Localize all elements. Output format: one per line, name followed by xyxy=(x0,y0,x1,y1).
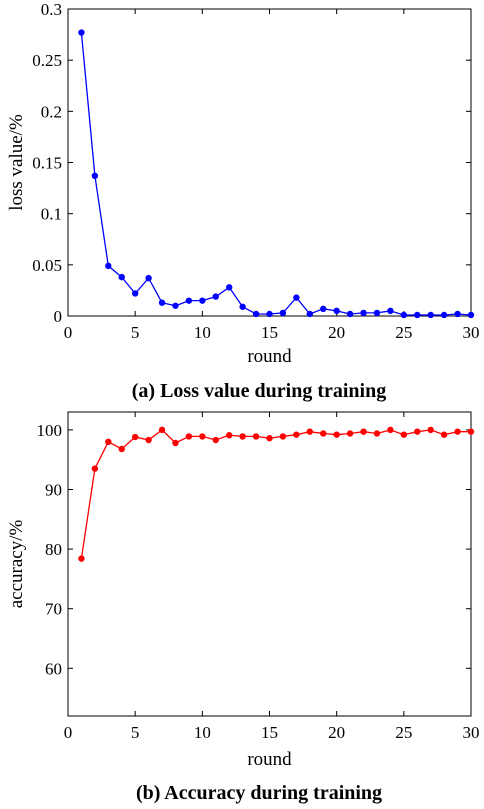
data-point xyxy=(172,302,179,309)
y-tick-label: 60 xyxy=(45,659,62,678)
y-tick-label: 0.2 xyxy=(41,102,62,121)
data-point xyxy=(467,428,475,435)
figure-caption: (a) Loss value during training xyxy=(132,380,386,402)
data-point xyxy=(346,310,354,318)
data-point xyxy=(105,438,112,446)
data-point xyxy=(212,293,219,300)
data-point xyxy=(414,311,421,319)
y-tick-label: 0.3 xyxy=(41,0,62,19)
x-tick-label: 0 xyxy=(64,723,73,742)
series-line xyxy=(80,32,472,316)
plot-area-frame xyxy=(67,411,472,717)
data-point xyxy=(306,428,313,435)
data-point xyxy=(346,430,354,437)
data-point xyxy=(78,29,85,36)
data-point xyxy=(199,433,206,440)
x-tick-label: 30 xyxy=(463,323,480,342)
data-point xyxy=(320,430,327,437)
x-axis-label: round xyxy=(247,749,292,770)
data-point xyxy=(185,433,193,440)
x-tick-label: 5 xyxy=(131,723,140,742)
chart-loss: 0 5 10 15 20 25 30 0 0.05 0.1 0.15 0.2 0.25 0.3 round l… xyxy=(6,0,480,402)
y-tick-label: 70 xyxy=(45,600,62,619)
data-point xyxy=(212,436,219,444)
x-tick-label: 20 xyxy=(328,723,345,742)
y-tick-label: 0 xyxy=(54,307,63,326)
x-tick-label: 20 xyxy=(328,323,345,342)
data-point xyxy=(252,310,260,318)
data-point xyxy=(118,445,125,453)
data-point xyxy=(320,305,327,313)
data-point xyxy=(145,274,152,282)
data-point xyxy=(400,431,408,438)
data-point xyxy=(158,426,166,434)
x-tick-label: 0 xyxy=(64,323,73,342)
data-point xyxy=(373,430,381,437)
data-point xyxy=(172,439,179,447)
data-point xyxy=(226,284,233,291)
data-point xyxy=(454,310,461,318)
series-line xyxy=(80,429,471,559)
data-point xyxy=(118,273,125,281)
data-point xyxy=(333,431,340,438)
x-tick-label: 5 xyxy=(131,323,140,342)
data-point xyxy=(266,310,273,318)
data-point xyxy=(145,436,152,444)
y-tick-label: 0.15 xyxy=(32,154,62,173)
y-axis-label: loss value/% xyxy=(6,114,27,211)
data-point xyxy=(279,309,287,317)
data-point xyxy=(105,262,112,270)
x-tick-label: 10 xyxy=(194,323,211,342)
y-tick-label: 80 xyxy=(45,540,62,559)
chart-accuracy: 0 5 10 15 20 25 30 60 70 80 90 100 round accuracy/% (b… xyxy=(6,411,480,804)
data-point xyxy=(293,294,300,301)
data-point xyxy=(252,433,260,440)
data-point xyxy=(158,299,166,306)
data-point xyxy=(239,303,246,310)
data-point xyxy=(414,428,421,435)
data-point xyxy=(440,311,448,319)
data-point xyxy=(373,309,381,317)
x-tick-label: 30 xyxy=(463,723,480,742)
y-tick-label: 0.25 xyxy=(32,51,62,70)
data-point xyxy=(293,431,300,438)
data-point xyxy=(91,172,99,180)
data-point xyxy=(131,433,139,441)
y-tick-label: 0.1 xyxy=(41,205,62,224)
plot-area-frame xyxy=(67,8,472,317)
data-point xyxy=(400,311,408,319)
x-tick-label: 15 xyxy=(261,723,278,742)
data-point xyxy=(131,290,139,297)
y-tick-label: 90 xyxy=(45,480,62,499)
data-point xyxy=(387,426,394,434)
data-point xyxy=(226,432,233,439)
data-point xyxy=(387,307,394,315)
data-point xyxy=(454,428,461,435)
y-axis-label: accuracy/% xyxy=(6,520,27,609)
y-tick-label: 0.05 xyxy=(32,256,62,275)
data-point xyxy=(91,465,99,472)
data-point xyxy=(185,297,193,304)
data-point xyxy=(78,555,85,562)
data-point xyxy=(440,431,448,438)
data-point xyxy=(279,433,287,440)
x-tick-label: 25 xyxy=(395,323,412,342)
x-axis-label: round xyxy=(247,346,292,367)
data-point xyxy=(360,309,367,317)
data-point xyxy=(199,297,206,304)
x-tick-label: 25 xyxy=(395,723,412,742)
x-tick-label: 10 xyxy=(194,723,211,742)
figure-caption: (b) Accuracy during training xyxy=(136,782,382,804)
x-tick-label: 15 xyxy=(261,323,278,342)
data-point xyxy=(427,426,434,434)
data-point xyxy=(239,433,246,440)
y-tick-label: 100 xyxy=(37,421,63,440)
data-point xyxy=(266,435,273,442)
data-point xyxy=(333,307,340,315)
data-point xyxy=(360,428,367,435)
data-point xyxy=(427,311,434,319)
data-point xyxy=(306,310,313,318)
data-point xyxy=(467,311,475,319)
